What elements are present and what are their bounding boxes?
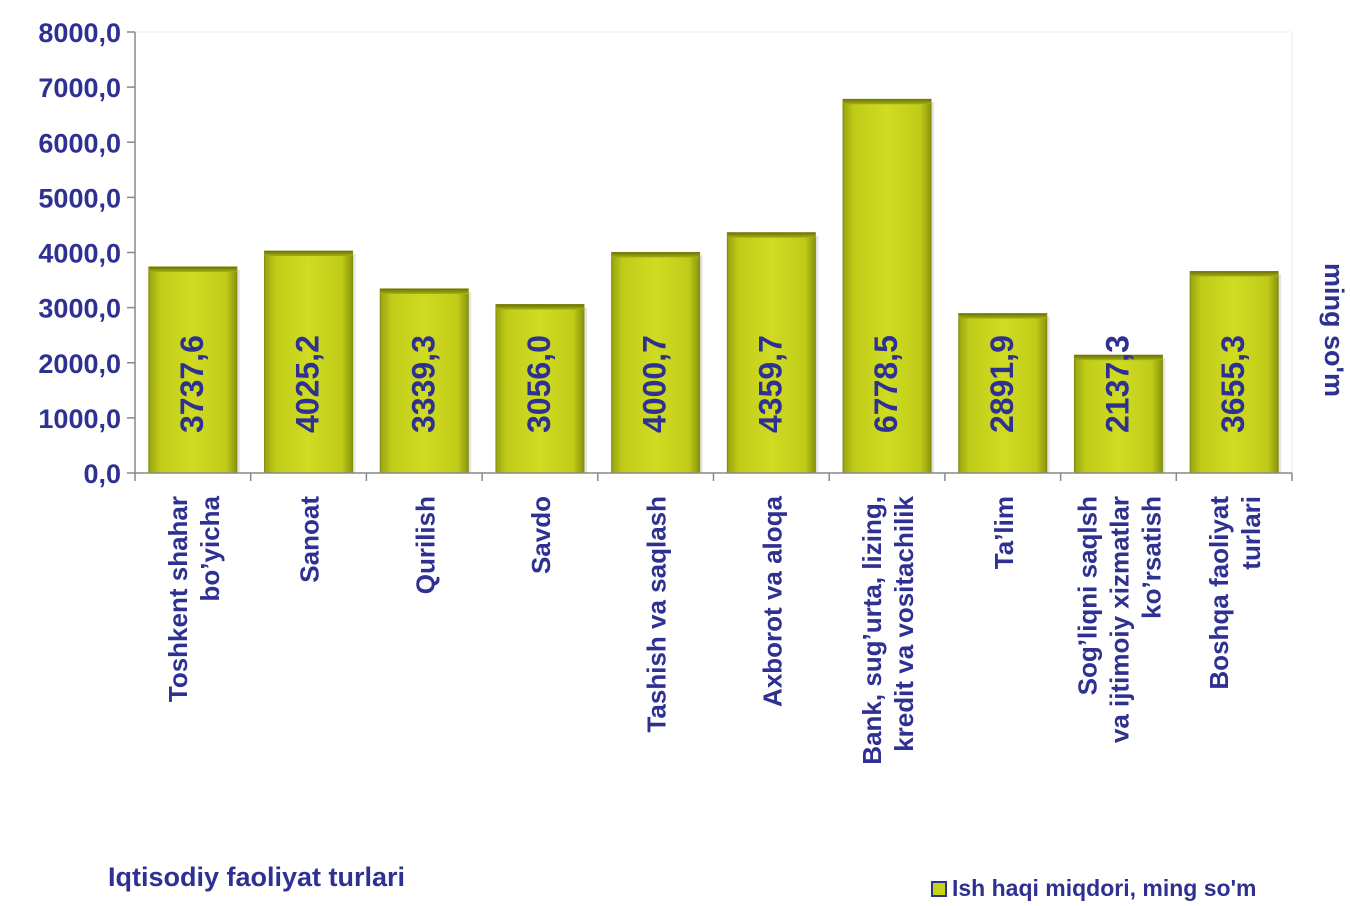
- x-tick-label: Toshkent shahar: [163, 496, 193, 702]
- bar-group: [495, 304, 587, 474]
- legend-label: Ish haqi miqdori, ming so'm: [952, 875, 1257, 901]
- x-tick-label: Savdo: [526, 496, 556, 574]
- bar-group: [726, 232, 819, 474]
- x-tick-label: Bank, sug’urta, lizing,: [857, 496, 887, 765]
- x-tick-label: Sanoat: [295, 496, 325, 583]
- bar-top: [1190, 271, 1279, 277]
- bar: [1189, 271, 1279, 474]
- bar: [264, 250, 354, 474]
- y-tick-label: 8000,0: [38, 18, 121, 48]
- bar: [611, 251, 701, 474]
- x-tick-label: kredit va vositachilik: [889, 495, 919, 751]
- bar: [148, 266, 238, 474]
- y-axis-title: ming so'm: [1319, 263, 1349, 397]
- bar-top: [611, 252, 700, 258]
- bar-top: [1074, 355, 1163, 361]
- bar-group: [842, 98, 935, 474]
- bar-group: [1189, 271, 1282, 474]
- bar: [726, 232, 816, 474]
- data-label: 2891,9: [984, 335, 1020, 433]
- axes: [127, 31, 1293, 481]
- plot-area: [135, 31, 1293, 473]
- y-tick-label: 2000,0: [38, 349, 121, 379]
- bar-group: [148, 266, 240, 474]
- data-label: 3339,3: [405, 335, 441, 433]
- x-tick-label: Axborot va aloqa: [757, 495, 787, 706]
- data-label: 2137,3: [1099, 335, 1135, 433]
- x-axis-title: Iqtisodiy faoliyat turlari: [108, 862, 405, 892]
- y-tick-label: 7000,0: [38, 73, 121, 103]
- bar-top: [495, 304, 584, 310]
- data-label: 4359,7: [752, 335, 788, 433]
- bar: [495, 304, 585, 474]
- y-tick-label: 3000,0: [38, 294, 121, 324]
- bar-top: [380, 288, 469, 294]
- bar-group: [611, 251, 703, 474]
- bar-top: [727, 232, 816, 238]
- x-tick-label: Tashish va saqlash: [642, 496, 672, 733]
- bar-top: [843, 99, 932, 105]
- x-tick-label: bo’yicha: [195, 495, 225, 601]
- bar: [958, 313, 1048, 474]
- bar-group: [958, 313, 1050, 474]
- x-tick-label: va ijtimoiy xizmatlar: [1104, 496, 1134, 743]
- x-tick-label: Qurilish: [410, 496, 440, 594]
- bar-top: [264, 251, 353, 257]
- bar-group: [264, 250, 356, 474]
- data-label: 3737,6: [174, 335, 210, 433]
- y-tick-label: 6000,0: [38, 128, 121, 158]
- y-tick-label: 4000,0: [38, 239, 121, 269]
- x-tick-label: Ta’lim: [989, 496, 1019, 569]
- x-tick-label: Boshqa faoliyat: [1204, 496, 1234, 690]
- x-tick-label: Sog’liqni saqlsh: [1072, 496, 1102, 695]
- bar-top: [958, 313, 1047, 319]
- y-tick-label: 1000,0: [38, 404, 121, 434]
- bar-top: [148, 266, 237, 272]
- bar: [842, 98, 932, 474]
- legend-swatch: [931, 881, 947, 897]
- x-tick-label: turlari: [1236, 496, 1266, 570]
- bar-group: [379, 288, 472, 474]
- data-label: 6778,5: [868, 335, 904, 433]
- labels: 0,0 1000,0 2000,0 3000,0 4000,0 5000,0 6000,0 7…: [38, 18, 1266, 765]
- y-tick-label: 0,0: [83, 459, 121, 489]
- data-label: 3056,0: [521, 335, 557, 433]
- y-tick-label: 5000,0: [38, 183, 121, 213]
- data-label: 4025,2: [290, 335, 326, 433]
- legend: Ish haqi miqdori, ming so'm: [931, 875, 1257, 901]
- bar-group: [1073, 354, 1166, 474]
- data-label: 3655,3: [1215, 335, 1251, 433]
- bars: [148, 98, 1282, 474]
- x-tick-label: ko’rsatish: [1136, 496, 1166, 619]
- data-label: 4000,7: [637, 335, 673, 433]
